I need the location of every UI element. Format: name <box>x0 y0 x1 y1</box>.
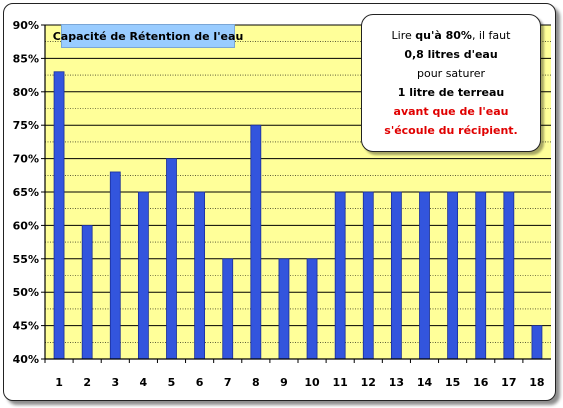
bar <box>250 124 262 360</box>
y-tick-label: 80% <box>13 86 39 99</box>
y-axis-ticks: 40% 45% 50% 55% 60% 65% 70% 75% 80% 85% 90% <box>13 19 45 366</box>
note-line-1: Lire qu'à 80%, il faut <box>392 26 511 45</box>
note-line-3: pour saturer <box>416 67 486 80</box>
x-tick-label: 4 <box>140 376 148 389</box>
x-tick-label: 2 <box>83 376 91 389</box>
x-tick-label: 3 <box>111 376 119 389</box>
note-line-5: avant que de l'eau <box>393 105 509 118</box>
bar <box>334 191 346 360</box>
note-line-2: 0,8 litres d'eau <box>404 48 498 61</box>
x-tick-label: 12 <box>361 376 376 389</box>
x-tick-label: 10 <box>304 376 320 389</box>
x-tick-label: 9 <box>280 376 288 389</box>
note-line-4: 1 litre de terreau <box>397 86 505 99</box>
x-tick-label: 7 <box>224 376 232 389</box>
bar <box>306 258 318 360</box>
bar <box>362 191 374 360</box>
y-tick-label: 75% <box>13 119 39 132</box>
x-tick-label: 8 <box>252 376 260 389</box>
bar <box>166 158 177 360</box>
x-axis-ticks: 1 2 3 4 5 6 7 8 9 10 11 12 13 14 15 16 17 18 <box>44 359 545 389</box>
y-tick-label: 70% <box>13 153 39 166</box>
y-tick-label: 45% <box>13 320 39 333</box>
bars <box>53 71 543 360</box>
bar <box>390 191 402 360</box>
bar <box>137 191 149 360</box>
x-tick-label: 5 <box>168 376 176 389</box>
bar <box>278 258 290 360</box>
note-line-1-bold: qu'à 80% <box>415 29 472 42</box>
bar <box>53 71 65 360</box>
note-line-6: s'écoule du récipient. <box>384 124 518 137</box>
bar <box>222 258 234 360</box>
y-tick-label: 60% <box>13 219 39 232</box>
bar <box>81 224 93 360</box>
bar <box>503 191 515 360</box>
bar <box>447 191 459 360</box>
x-tick-label: 11 <box>333 376 348 389</box>
y-tick-label: 65% <box>13 186 39 199</box>
note-line-1-pre: Lire <box>391 29 416 42</box>
x-tick-label: 1 <box>55 376 63 389</box>
y-tick-label: 90% <box>13 19 39 32</box>
note-callout: Lire qu'à 80%, il faut 0,8 litres d'eau … <box>361 14 541 152</box>
x-tick-label: 6 <box>196 376 204 389</box>
y-tick-label: 40% <box>13 353 39 366</box>
bar <box>419 191 430 360</box>
x-tick-label: 18 <box>529 376 544 389</box>
bar <box>194 191 206 360</box>
x-tick-label: 17 <box>501 376 516 389</box>
bar <box>475 191 487 360</box>
x-tick-label: 15 <box>445 376 460 389</box>
x-tick-label: 13 <box>389 376 404 389</box>
chart-title: Capacité de Rétention de l'eau <box>53 24 243 48</box>
y-tick-label: 85% <box>13 52 39 65</box>
x-tick-label: 14 <box>417 376 433 389</box>
x-tick-label: 16 <box>473 376 489 389</box>
bar <box>109 171 121 360</box>
y-tick-label: 55% <box>13 253 39 266</box>
note-line-1-post: , il faut <box>471 29 511 42</box>
bar <box>531 325 543 360</box>
y-tick-label: 50% <box>13 286 39 299</box>
